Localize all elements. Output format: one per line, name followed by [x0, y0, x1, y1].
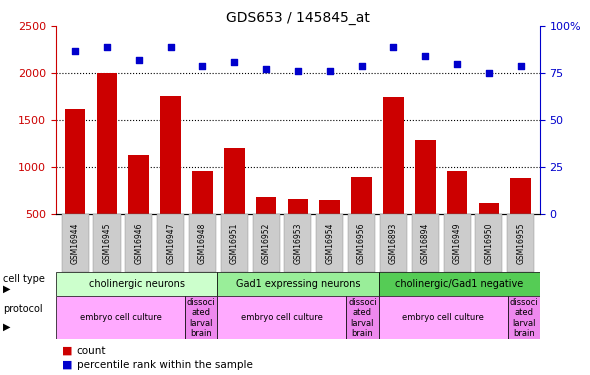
Bar	[447, 171, 467, 261]
Text: ■: ■	[62, 360, 73, 370]
Text: cholinergic/Gad1 negative: cholinergic/Gad1 negative	[395, 279, 523, 289]
Point	[198, 63, 207, 69]
Text: embryo cell culture: embryo cell culture	[80, 314, 162, 322]
Bar	[253, 214, 280, 272]
Bar	[478, 202, 499, 261]
Text: ■: ■	[62, 345, 73, 355]
Bar	[129, 154, 149, 261]
Text: GSM16948: GSM16948	[198, 222, 207, 264]
Bar	[284, 214, 312, 272]
Text: GSM16947: GSM16947	[166, 222, 175, 264]
Point	[102, 44, 112, 50]
Text: GSM16949: GSM16949	[453, 222, 461, 264]
Bar	[221, 214, 248, 272]
Point	[516, 63, 526, 69]
Text: ▶: ▶	[3, 284, 11, 294]
Bar	[380, 214, 407, 272]
Bar	[61, 214, 88, 272]
Bar	[157, 214, 184, 272]
Text: dissoci
ated
larval
brain: dissoci ated larval brain	[187, 298, 215, 338]
Bar	[444, 214, 471, 272]
Bar	[56, 296, 185, 339]
Point	[293, 68, 303, 74]
Bar	[160, 96, 181, 261]
Bar	[93, 214, 120, 272]
Point	[484, 70, 494, 76]
Text: GSM16951: GSM16951	[230, 222, 239, 264]
Bar	[56, 272, 217, 296]
Bar	[189, 214, 216, 272]
Bar	[379, 296, 507, 339]
Text: GSM16953: GSM16953	[293, 222, 303, 264]
Text: GSM16945: GSM16945	[103, 222, 112, 264]
Text: GSM16954: GSM16954	[325, 222, 335, 264]
Point	[421, 53, 430, 59]
Text: GSM16893: GSM16893	[389, 222, 398, 264]
Bar	[383, 97, 404, 261]
Bar	[316, 214, 343, 272]
Text: GSM16955: GSM16955	[516, 222, 525, 264]
Bar	[348, 214, 375, 272]
Bar	[507, 214, 535, 272]
Point	[389, 44, 398, 50]
Text: dissoci
ated
larval
brain: dissoci ated larval brain	[348, 298, 377, 338]
Text: GSM16956: GSM16956	[357, 222, 366, 264]
Text: GSM16946: GSM16946	[135, 222, 143, 264]
Text: count: count	[77, 345, 106, 355]
Point	[261, 66, 271, 72]
Bar	[287, 199, 309, 261]
Text: cholinergic neurons: cholinergic neurons	[88, 279, 185, 289]
Point	[357, 63, 366, 69]
Bar	[476, 214, 503, 272]
Bar	[65, 109, 86, 261]
Text: GSM16950: GSM16950	[484, 222, 493, 264]
Bar	[412, 214, 439, 272]
Point	[166, 44, 175, 50]
Bar	[97, 73, 117, 261]
Point	[134, 57, 143, 63]
Text: embryo cell culture: embryo cell culture	[241, 314, 323, 322]
Bar	[510, 178, 531, 261]
Point	[230, 59, 239, 65]
Bar	[319, 200, 340, 261]
Text: cell type: cell type	[3, 274, 45, 284]
Bar	[256, 197, 277, 261]
Bar	[125, 214, 152, 272]
Text: GSM16944: GSM16944	[71, 222, 80, 264]
Text: percentile rank within the sample: percentile rank within the sample	[77, 360, 253, 370]
Bar	[192, 171, 213, 261]
Bar	[224, 148, 245, 261]
Title: GDS653 / 145845_at: GDS653 / 145845_at	[226, 11, 370, 25]
Bar	[346, 296, 379, 339]
Bar	[217, 272, 379, 296]
Bar	[351, 177, 372, 261]
Point	[325, 68, 335, 74]
Text: ▶: ▶	[3, 321, 11, 332]
Text: dissoci
ated
larval
brain: dissoci ated larval brain	[509, 298, 538, 338]
Point	[70, 48, 80, 54]
Text: embryo cell culture: embryo cell culture	[402, 314, 484, 322]
Point	[453, 61, 462, 67]
Bar	[507, 296, 540, 339]
Bar	[415, 140, 435, 261]
Text: protocol: protocol	[3, 304, 42, 314]
Bar	[379, 272, 540, 296]
Bar	[217, 296, 346, 339]
Text: Gad1 expressing neurons: Gad1 expressing neurons	[235, 279, 360, 289]
Text: GSM16952: GSM16952	[261, 222, 271, 264]
Text: GSM16894: GSM16894	[421, 222, 430, 264]
Bar	[185, 296, 217, 339]
